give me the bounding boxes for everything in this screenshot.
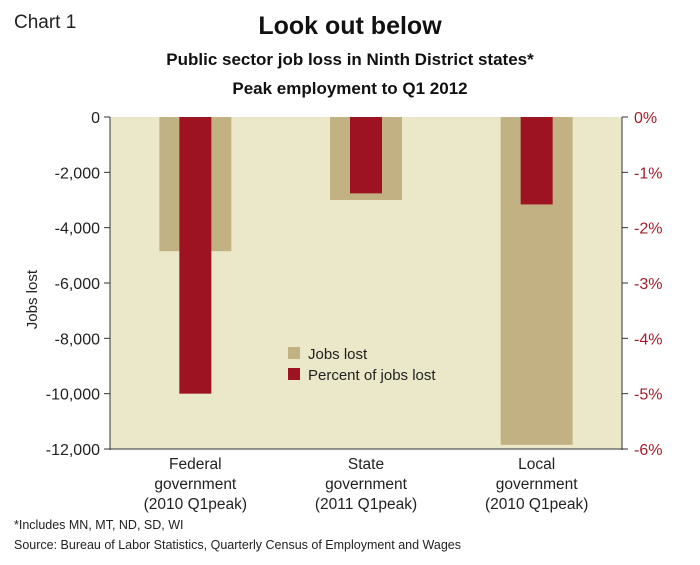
left-axis-tick-label: -8,000 bbox=[55, 331, 100, 348]
chart-subtitle-line1: Public sector job loss in Ninth District… bbox=[166, 50, 534, 69]
chart-number-label: Chart 1 bbox=[14, 12, 77, 33]
legend-swatch bbox=[288, 347, 300, 359]
bar-percent-lost bbox=[179, 117, 212, 394]
bar-percent-lost bbox=[350, 117, 382, 194]
chart-subtitle-line2: Peak employment to Q1 2012 bbox=[232, 79, 468, 98]
legend-label: Jobs lost bbox=[308, 346, 368, 363]
left-axis-tick-label: -4,000 bbox=[55, 221, 100, 238]
right-axis-tick-label: -6% bbox=[634, 442, 662, 459]
x-axis-category-label: State bbox=[348, 456, 384, 473]
right-axis-tick-label: -4% bbox=[634, 331, 662, 348]
legend-label: Percent of jobs lost bbox=[308, 367, 436, 384]
footnote-states: *Includes MN, MT, ND, SD, WI bbox=[14, 518, 184, 532]
y-axis-title: Jobs lost bbox=[24, 269, 41, 329]
right-axis-tick-label: -5% bbox=[634, 387, 662, 404]
x-axis-category-label: (2010 Q1peak) bbox=[485, 496, 588, 513]
right-axis-tick-label: -1% bbox=[634, 165, 662, 182]
left-axis-tick-label: 0 bbox=[91, 110, 100, 127]
left-axis-tick-label: -10,000 bbox=[46, 387, 100, 404]
left-axis-tick-label: -6,000 bbox=[55, 276, 100, 293]
left-axis-tick-label: -12,000 bbox=[46, 442, 100, 459]
right-axis-tick-label: -3% bbox=[634, 276, 662, 293]
x-axis-category-label: (2011 Q1peak) bbox=[315, 496, 417, 513]
legend-swatch bbox=[288, 368, 300, 380]
x-axis-category-label: (2010 Q1peak) bbox=[144, 496, 247, 513]
x-axis-category-label: government bbox=[154, 476, 237, 493]
chart-title: Look out below bbox=[258, 12, 442, 40]
footnote-source: Source: Bureau of Labor Statistics, Quar… bbox=[14, 538, 461, 552]
right-axis-tick-label: 0% bbox=[634, 110, 657, 127]
x-axis-category-label: Federal bbox=[169, 456, 222, 473]
x-axis-category-label: government bbox=[496, 476, 579, 493]
x-axis-category-label: Local bbox=[518, 456, 555, 473]
left-axis-tick-label: -2,000 bbox=[55, 165, 100, 182]
x-axis-category-label: government bbox=[325, 476, 408, 493]
right-axis-tick-label: -2% bbox=[634, 221, 662, 238]
bar-percent-lost bbox=[520, 117, 553, 205]
